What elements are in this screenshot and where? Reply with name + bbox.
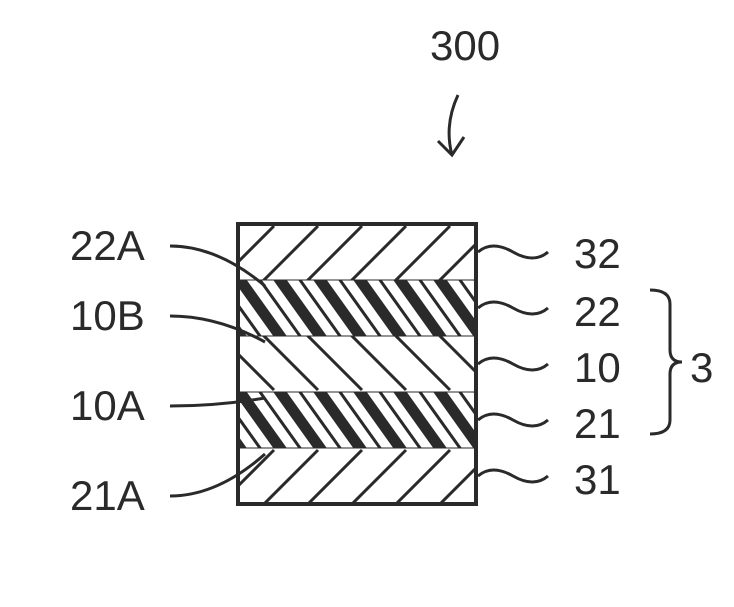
group-label-3: 3 [690,344,713,391]
leader-r32 [478,246,548,258]
layer-32 [238,224,476,280]
brace-icon [650,290,682,434]
layer-diagram: 300 22A 10B 10A 21A 32 22 10 21 31 3 [0,0,734,607]
leader-r22 [478,302,548,314]
label-l22A: 22A [70,222,145,269]
label-l10B: 10B [70,292,145,339]
label-l10A: 10A [70,382,145,429]
label-r10: 10 [574,344,621,391]
leader-r21 [478,414,548,426]
label-r21: 21 [574,400,621,447]
label-r31: 31 [574,456,621,503]
layer-10 [238,336,476,392]
leader-r10 [478,358,548,370]
label-l21A: 21A [70,472,145,519]
label-r32: 32 [574,230,621,277]
layer-21 [238,392,476,448]
label-r22: 22 [574,288,621,335]
layer-31 [238,448,476,504]
layer-22 [238,280,476,336]
leader-r31 [478,470,548,482]
figure-number-label: 300 [430,22,500,69]
